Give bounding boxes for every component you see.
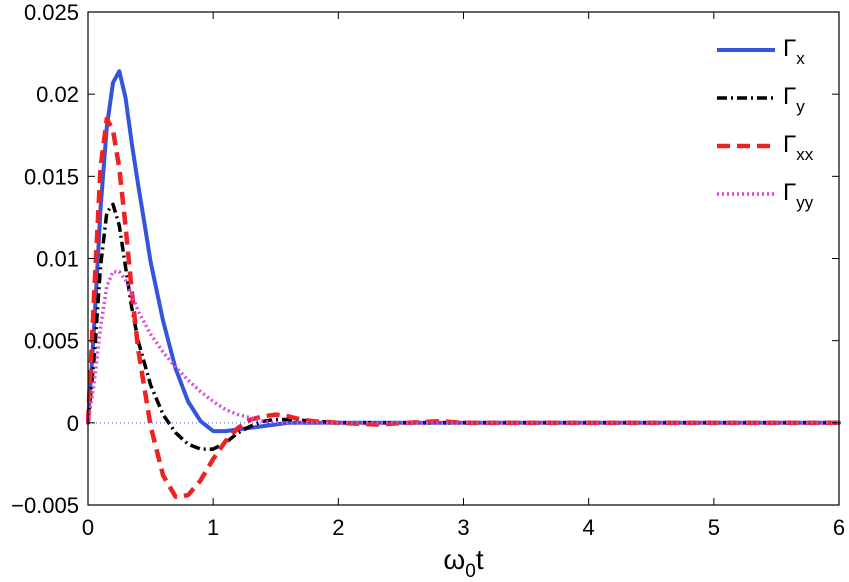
y-tick-label: −0.005 [11,493,79,518]
x-tick-label: 1 [207,515,219,540]
y-tick-label: 0.025 [24,0,79,25]
legend-label-main: Γ [783,83,796,110]
x-tick-label: 6 [833,515,845,540]
x-axis-label-sub: 0 [465,561,476,582]
axis-ticks [87,11,840,506]
plot-frame [87,11,840,506]
x-tick-label: 4 [583,515,595,540]
y-tick-label: 0.02 [36,82,79,107]
x-axis-label-main: ω [443,544,465,575]
series-line-x [86,69,841,434]
x-tick-label: 3 [457,515,469,540]
plot-lines [85,69,841,500]
x-tick-label: 2 [332,515,344,540]
legend-label-main: Γ [783,35,796,62]
x-axis-label-tail: t [476,544,484,575]
y-tick-label: 0.01 [36,247,79,272]
legend-label-sub: y [796,97,805,116]
legend-label-sub: yy [796,193,814,212]
y-tick-label: 0 [67,411,79,436]
y-tick-label: 0.005 [24,329,79,354]
legend-label-yy: Γyy [783,179,814,212]
legend-label-sub: xx [796,145,814,164]
x-tick-label: 0 [82,515,94,540]
legend-label-main: Γ [783,179,796,206]
legend-label-x: Γx [783,35,805,68]
y-tick-label: 0.015 [24,164,79,189]
series-line-y [86,202,839,451]
series-line-yy [86,269,839,425]
legend-label-main: Γ [783,131,796,158]
series-line-xx [85,116,839,500]
legend-label-xx: Γxx [783,131,814,164]
legend-label-sub: x [796,49,805,68]
legend-label-y: Γy [783,83,805,116]
x-axis-label: ω0t [443,544,483,582]
x-tick-label: 5 [708,515,720,540]
